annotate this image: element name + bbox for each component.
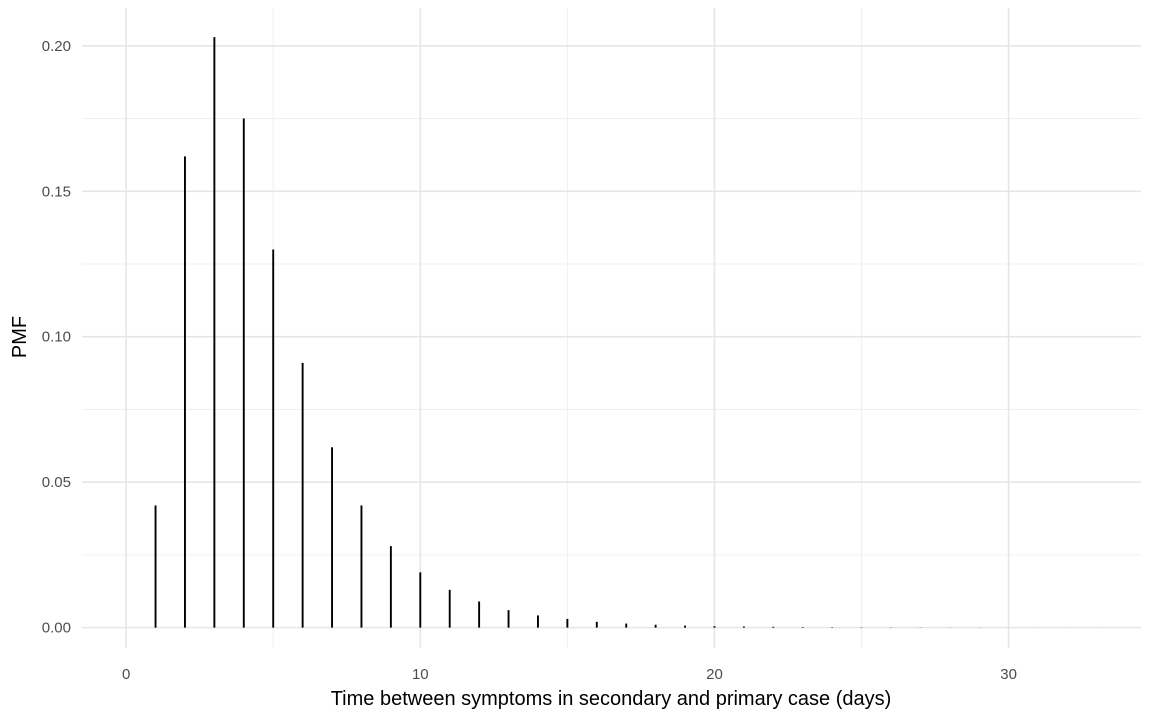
x-axis-title: Time between symptoms in secondary and p… <box>331 688 892 710</box>
tick-labels: 0 10 20 30 0.00 0.05 0.10 0.15 0.20 <box>42 38 1017 683</box>
y-tick-label: 0.05 <box>42 474 71 491</box>
y-axis-title: PMF <box>9 316 31 358</box>
x-tick-label: 30 <box>1000 666 1017 683</box>
grid <box>82 8 1141 648</box>
x-tick-label: 20 <box>706 666 723 683</box>
y-tick-label: 0.10 <box>42 329 71 346</box>
x-tick-label: 10 <box>412 666 429 683</box>
y-tick-label: 0.00 <box>42 620 71 637</box>
x-tick-label: 0 <box>122 666 130 683</box>
y-tick-label: 0.20 <box>42 38 71 55</box>
pmf-marks <box>154 37 1098 628</box>
y-tick-label: 0.15 <box>42 183 71 200</box>
